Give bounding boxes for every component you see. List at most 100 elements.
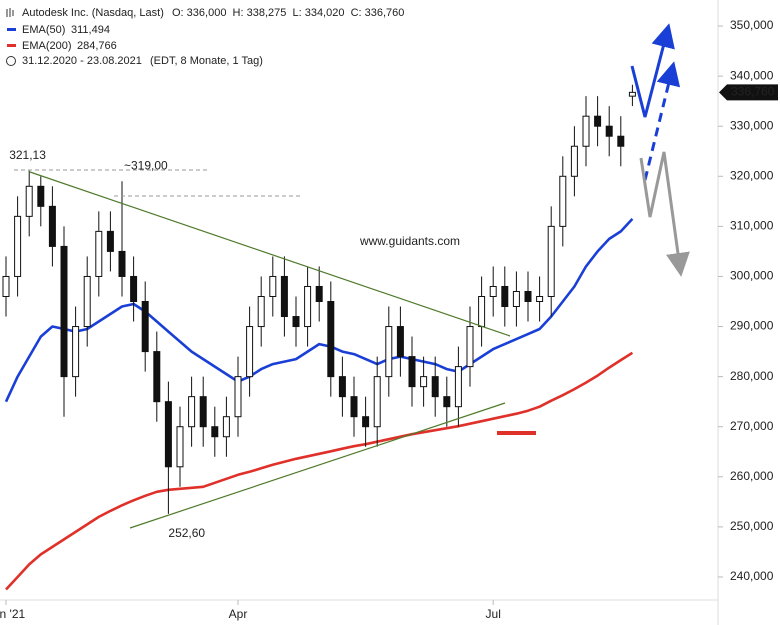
candle-body [292, 316, 300, 328]
candle-body [2, 275, 10, 297]
candle-body [570, 145, 578, 177]
annotation: ~319,00 [124, 158, 168, 172]
candle-body [559, 175, 567, 227]
y-tick-label: 310,000 [730, 219, 774, 233]
legend-value: 311,494 [71, 24, 110, 36]
data-layer [2, 84, 636, 514]
quote: O: 336,000 H: 338,275 L: 334,020 C: 336,… [172, 7, 404, 19]
x-tick-label: Jul [486, 607, 501, 621]
candle-body [617, 135, 625, 147]
candle-body [478, 295, 486, 328]
candle-body [211, 426, 219, 438]
scenario-arrow [630, 23, 675, 118]
x-tick-label: Apr [229, 607, 248, 621]
candle-body [188, 396, 196, 428]
candle-body [83, 275, 91, 328]
candle-body [153, 351, 161, 403]
icon [6, 8, 14, 17]
candle-body [269, 275, 277, 297]
candle-body [25, 185, 33, 217]
drawings [14, 23, 690, 529]
y-tick-label: 320,000 [730, 168, 774, 182]
candle-body [362, 416, 370, 428]
candle-body [246, 326, 254, 378]
chart-title: Autodesk Inc. (Nasdaq, Last) [22, 7, 164, 19]
y-tick-label: 330,000 [730, 118, 774, 132]
candle-body [304, 285, 312, 328]
scenario-arrow [639, 151, 690, 277]
candle-body [234, 376, 242, 418]
candle-body [454, 366, 462, 408]
candle-body [315, 285, 323, 303]
candle-body [257, 295, 265, 328]
y-tick-label: 240,000 [730, 569, 774, 583]
y-tick-label: 260,000 [730, 469, 774, 483]
legend-label: EMA(50) [22, 24, 65, 36]
legend-swatch [7, 44, 16, 47]
candle-body [60, 245, 68, 378]
candle-body [512, 290, 520, 308]
trend-line [129, 402, 506, 529]
candle-body [350, 396, 358, 418]
candle-body [582, 115, 590, 147]
candle-body [118, 250, 126, 277]
y-tick-label: 250,000 [730, 519, 774, 533]
y-tick-label: 350,000 [730, 18, 774, 32]
ema-line [5, 351, 634, 591]
y-tick-label: 340,000 [730, 68, 774, 82]
candle-body [594, 115, 602, 127]
y-tick-label: 280,000 [730, 369, 774, 383]
candle-body [605, 125, 613, 137]
candle-body [280, 275, 288, 318]
candle-body [72, 326, 80, 378]
ema-line [4, 218, 634, 403]
candle-body [199, 396, 207, 428]
candle-body [536, 295, 544, 303]
candle-body [443, 396, 451, 408]
candle-body [547, 225, 555, 297]
trend-line [29, 171, 511, 337]
watermark: www.guidants.com [359, 234, 460, 248]
candle-body [48, 205, 56, 247]
period-note: (EDT, 8 Monate, 1 Tag) [150, 55, 263, 67]
y-tick-label: 290,000 [730, 319, 774, 333]
period: 31.12.2020 - 23.08.2021 [22, 55, 142, 67]
candle-body [338, 376, 346, 398]
price-tag [719, 84, 778, 101]
drawing-layer [4, 218, 634, 591]
icon [6, 56, 16, 66]
candle-body [164, 401, 172, 468]
annotation: 252,60 [168, 526, 205, 540]
candle-body [501, 285, 509, 308]
candle-body [37, 185, 45, 207]
candle-body [141, 301, 149, 353]
legend-swatch [7, 28, 16, 31]
candle-body [420, 376, 428, 388]
candle-body [396, 326, 404, 358]
candle-body [524, 290, 532, 303]
candle-body [628, 91, 636, 97]
candle-body [176, 426, 184, 468]
candle-body [130, 275, 138, 303]
annotation: 321,13 [9, 148, 46, 162]
candle-body [385, 326, 393, 378]
x-tick-label: Jan '21 [0, 607, 25, 621]
y-tick-label: 300,000 [730, 269, 774, 283]
candle-body [373, 376, 381, 428]
candle-body [489, 285, 497, 297]
legend-label: EMA(200) [22, 40, 72, 52]
candle-body [431, 376, 439, 398]
header: Autodesk Inc. (Nasdaq, Last) O: 336,000 … [6, 7, 404, 67]
legend-value: 284,766 [77, 40, 117, 52]
candle-body [106, 230, 114, 252]
price-tag-label: 336,760 [731, 85, 775, 99]
candle-body [408, 356, 416, 388]
y-tick-label: 270,000 [730, 419, 774, 433]
candle-body [222, 416, 230, 438]
candle-body [466, 326, 474, 368]
candle-body [14, 215, 22, 277]
scenario-arrow [643, 61, 681, 181]
candle-body [95, 230, 103, 277]
